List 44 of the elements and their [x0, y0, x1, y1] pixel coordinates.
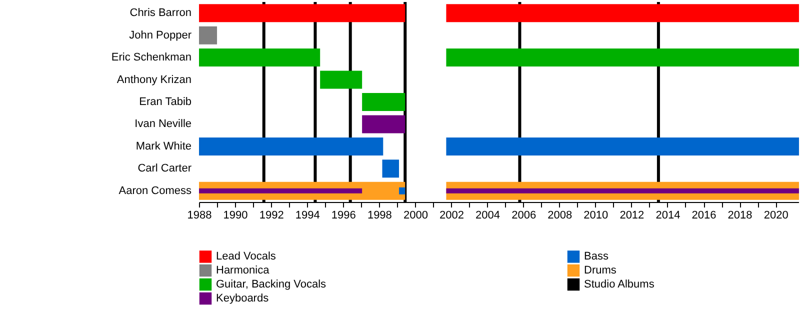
legend-label: Lead Vocals — [216, 250, 276, 263]
legend-label: Guitar, Backing Vocals — [216, 278, 327, 290]
legend-label: Drums — [584, 264, 617, 276]
y-tick-label: Ivan Neville — [134, 118, 192, 130]
legend-label: Keyboards — [216, 292, 270, 304]
bar — [382, 160, 399, 178]
legend-label: Studio Albums — [584, 278, 655, 290]
x-tick-label: 2004 — [476, 210, 500, 222]
y-tick-label: Eran Tabib — [139, 96, 192, 108]
bar — [199, 26, 218, 44]
x-tick-label: 1998 — [367, 210, 392, 222]
bar — [320, 70, 362, 89]
x-tick-label: 2014 — [656, 210, 680, 222]
x-tick-label: 1990 — [223, 210, 248, 222]
legend-label: Harmonica — [216, 264, 270, 276]
bar — [362, 93, 406, 111]
x-tick-label: 2010 — [584, 210, 608, 222]
y-tick-label: Chris Barron — [130, 7, 192, 20]
x-tick-label: 1992 — [259, 210, 284, 222]
x-tick-label: 2020 — [764, 210, 788, 222]
x-tick-label: 2018 — [728, 210, 752, 222]
x-tick-label: 2006 — [512, 210, 536, 222]
y-tick-label: Anthony Krizan — [116, 74, 192, 86]
bar — [446, 137, 799, 156]
x-tick-label: 1994 — [295, 210, 320, 222]
y-tick-label: Eric Schenkman — [111, 52, 192, 64]
y-tick-label: Aaron Comess — [118, 184, 192, 197]
bar — [199, 137, 384, 156]
y-tick-label: John Popper — [129, 29, 192, 42]
bar — [446, 48, 799, 67]
bar — [446, 188, 799, 194]
x-tick-label: 2016 — [692, 210, 716, 222]
y-tick-label: Mark White — [136, 140, 192, 152]
bar — [199, 4, 406, 22]
legend-label: Bass — [584, 250, 609, 263]
bar — [199, 48, 320, 67]
x-tick-label: 2002 — [440, 210, 464, 222]
x-tick-label: 1988 — [187, 210, 212, 222]
x-tick-label: 2012 — [620, 210, 644, 222]
x-tick-label: 2008 — [548, 210, 572, 222]
x-tick-label: 2000 — [403, 210, 428, 222]
bar — [446, 4, 799, 22]
y-tick-label: Carl Carter — [138, 162, 192, 175]
x-tick-label: 1996 — [331, 210, 356, 222]
